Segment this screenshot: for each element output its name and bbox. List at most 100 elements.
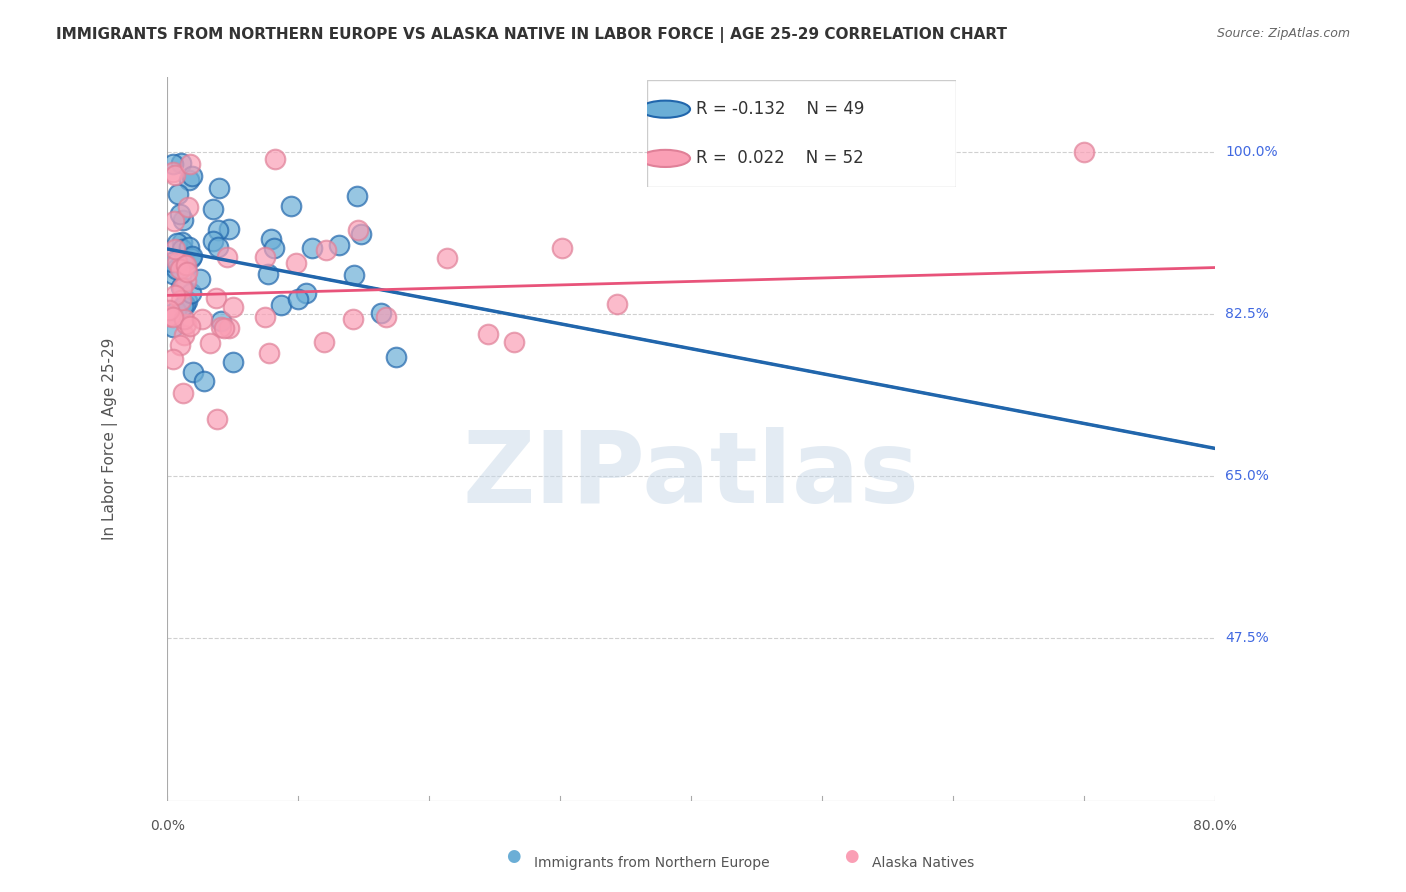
Point (207, 240, 229, 254)
Text: 0.0%: 0.0% (150, 820, 184, 833)
Point (342, 268, 364, 282)
Text: ●: ● (844, 847, 858, 865)
Point (170, 281, 193, 295)
Point (181, 169, 204, 184)
Point (179, 239, 201, 253)
Point (176, 261, 198, 276)
Point (177, 173, 200, 187)
Point (157, 303, 180, 318)
Point (222, 355, 245, 369)
Point (166, 236, 188, 251)
Point (190, 272, 212, 286)
Point (172, 213, 194, 227)
Point (284, 255, 307, 269)
Point (170, 280, 193, 294)
Point (166, 254, 188, 268)
Point (209, 320, 232, 334)
Point (328, 237, 350, 252)
Point (375, 310, 398, 325)
Point (209, 313, 232, 327)
Point (287, 292, 309, 306)
Text: 47.5%: 47.5% (1226, 632, 1270, 646)
Point (180, 251, 202, 265)
Point (176, 264, 198, 278)
Text: 100.0%: 100.0% (1226, 145, 1278, 159)
Text: ZIPatlas: ZIPatlas (463, 426, 920, 524)
Point (295, 285, 318, 300)
Point (280, 199, 302, 213)
Point (207, 222, 229, 236)
Point (159, 310, 181, 324)
Point (179, 157, 201, 171)
Point (193, 374, 215, 388)
Text: Source: ZipAtlas.com: Source: ZipAtlas.com (1216, 27, 1350, 40)
Point (208, 181, 231, 195)
Point (190, 312, 212, 326)
Point (312, 334, 335, 349)
Point (257, 346, 280, 360)
Point (177, 200, 200, 214)
Point (259, 232, 281, 246)
Point (165, 262, 187, 277)
Point (205, 412, 228, 426)
Point (180, 286, 202, 301)
Point (218, 222, 240, 236)
Point (172, 299, 194, 313)
Point (163, 288, 186, 302)
Point (254, 310, 277, 325)
Point (222, 300, 245, 314)
Point (169, 262, 191, 277)
Point (162, 351, 184, 366)
Point (218, 321, 240, 335)
Point (165, 168, 187, 182)
Point (176, 294, 198, 309)
Point (200, 336, 222, 351)
Point (162, 320, 184, 334)
Point (169, 207, 191, 221)
Point (176, 274, 198, 288)
Text: 82.5%: 82.5% (1226, 307, 1270, 321)
Point (165, 303, 187, 318)
Point (347, 223, 370, 237)
Circle shape (641, 150, 690, 167)
Text: ●: ● (506, 847, 520, 865)
Point (162, 157, 184, 171)
Point (179, 318, 201, 333)
Point (163, 214, 186, 228)
Point (181, 249, 204, 263)
Point (477, 326, 499, 341)
Point (162, 267, 184, 281)
Point (346, 189, 368, 203)
Text: In Labor Force | Age 25-29: In Labor Force | Age 25-29 (101, 338, 118, 541)
Point (212, 321, 235, 335)
Point (301, 241, 323, 255)
Point (201, 202, 224, 217)
Point (173, 328, 195, 343)
Point (173, 298, 195, 312)
Point (436, 251, 458, 265)
Point (170, 156, 193, 170)
Point (173, 312, 195, 326)
Point (157, 309, 180, 323)
Point (502, 334, 524, 349)
Point (342, 311, 364, 326)
Point (174, 259, 197, 273)
Point (550, 241, 572, 255)
Circle shape (641, 101, 690, 118)
Point (170, 293, 193, 308)
FancyBboxPatch shape (647, 80, 956, 187)
Point (172, 256, 194, 270)
Point (166, 187, 188, 202)
Point (256, 267, 278, 281)
Text: Alaska Natives: Alaska Natives (872, 855, 974, 870)
Point (176, 318, 198, 332)
Point (172, 242, 194, 256)
Point (264, 152, 287, 166)
Point (160, 254, 183, 268)
Point (1073, 145, 1095, 159)
Point (349, 227, 371, 242)
Point (181, 365, 204, 379)
Text: R = -0.132    N = 49: R = -0.132 N = 49 (696, 100, 865, 118)
Point (384, 350, 406, 364)
Point (370, 306, 392, 320)
